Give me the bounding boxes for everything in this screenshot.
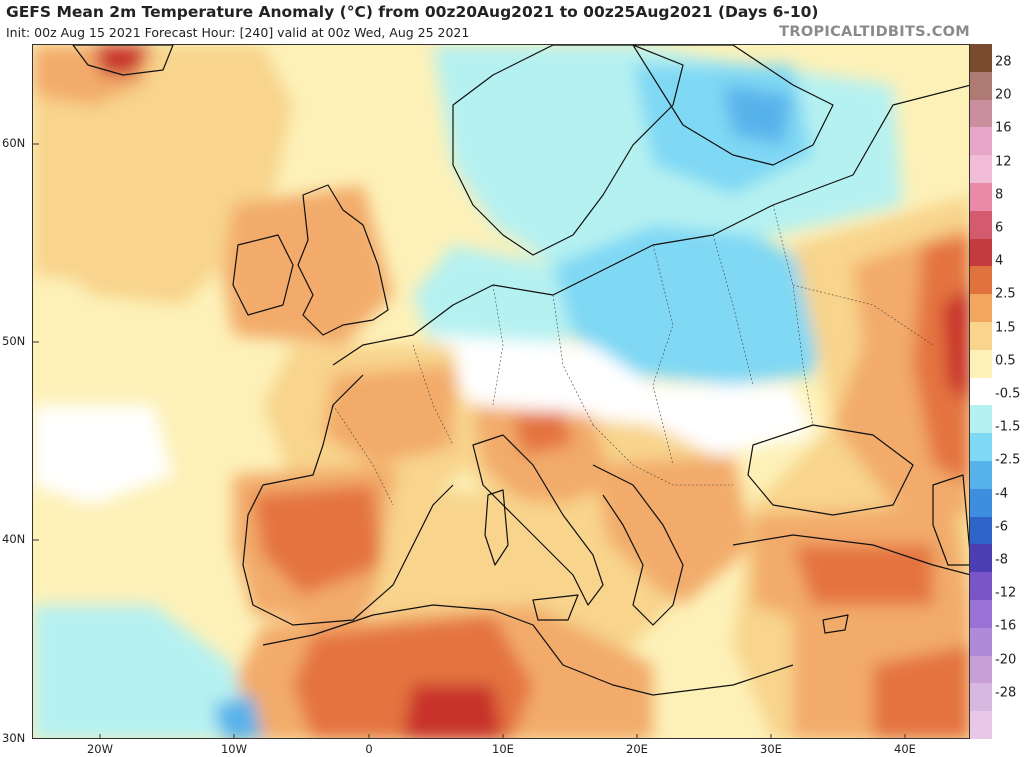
lon-label-10e: 10E [492,742,514,756]
colorbar-tick-label: -1.5 [995,419,1021,435]
colorbar-tick-label: 6 [995,220,1004,236]
colorbar-swatch [970,349,992,379]
colorbar-swatch [970,99,992,128]
colorbar-tick-label: -0.5 [995,386,1021,402]
chart-subtitle: Init: 00z Aug 15 2021 Forecast Hour: [24… [6,25,470,40]
colorbar-tick-label: 12 [995,154,1012,170]
country-borders [332,204,934,506]
anomaly-map[interactable] [32,44,970,739]
colorbar-tick-label: 28 [995,54,1012,70]
lat-label-30n: 30N [2,731,26,745]
colorbar-swatch [970,461,992,490]
lon-label-30e: 30E [760,742,782,756]
colorbar-swatch [970,238,992,267]
colorbar-swatch [970,627,992,657]
colorbar-tick-label: 1.5 [995,320,1016,336]
graticule-ticks [33,143,906,738]
colorbar-tick-label: -4 [995,486,1008,502]
colorbar-swatch [970,683,992,712]
lat-label-50n: 50N [2,334,26,348]
colorbar-swatch [970,294,992,323]
lon-label-40e: 40E [894,742,916,756]
colorbar [970,44,992,740]
colorbar-swatch [970,183,992,212]
colorbar-tick-label: 16 [995,120,1012,136]
colorbar-swatch [970,155,992,184]
colorbar-tick-label: 4 [995,253,1004,269]
lon-label-20w: 20W [86,742,114,756]
lon-label-10w: 10W [220,742,248,756]
colorbar-tick-label: -8 [995,552,1008,568]
colorbar-tick-label: 0.5 [995,353,1016,369]
colorbar-tick-label: -28 [995,685,1017,701]
coastlines [72,45,969,696]
colorbar-swatch [970,516,992,545]
map-canvas [33,45,969,738]
anomaly-shading [33,45,969,738]
colorbar-tick-label: -20 [995,652,1017,668]
colorbar-swatch [970,433,992,462]
colorbar-tick-label: -6 [995,519,1008,535]
colorbar-swatch [970,44,992,73]
colorbar-swatch [970,266,992,295]
colorbar-swatch [970,127,992,156]
lat-label-40n: 40N [2,532,26,546]
lon-label-20e: 20E [626,742,648,756]
colorbar-swatch [970,600,992,629]
colorbar-swatch [970,655,992,684]
colorbar-tick-label: -2.5 [995,452,1021,468]
lat-label-60n: 60N [2,136,26,150]
colorbar-tick-label: 20 [995,87,1012,103]
colorbar-swatch [970,572,992,601]
colorbar-tick-label: -12 [995,585,1017,601]
colorbar-tick-label: 8 [995,187,1004,203]
chart-title: GEFS Mean 2m Temperature Anomaly (°C) fr… [6,3,819,21]
lon-label-0: 0 [365,742,373,756]
colorbar-swatch [970,322,992,351]
colorbar-swatch [970,488,992,518]
colorbar-tick-label: 2.5 [995,286,1016,302]
colorbar-tick-label: -16 [995,618,1017,634]
colorbar-swatch [970,544,992,573]
colorbar-swatch [970,71,992,101]
colorbar-swatch [970,711,992,740]
colorbar-swatch [970,377,992,406]
colorbar-swatch [970,210,992,240]
source-watermark[interactable]: TROPICALTIDBITS.COM [779,24,970,40]
colorbar-swatch [970,405,992,434]
